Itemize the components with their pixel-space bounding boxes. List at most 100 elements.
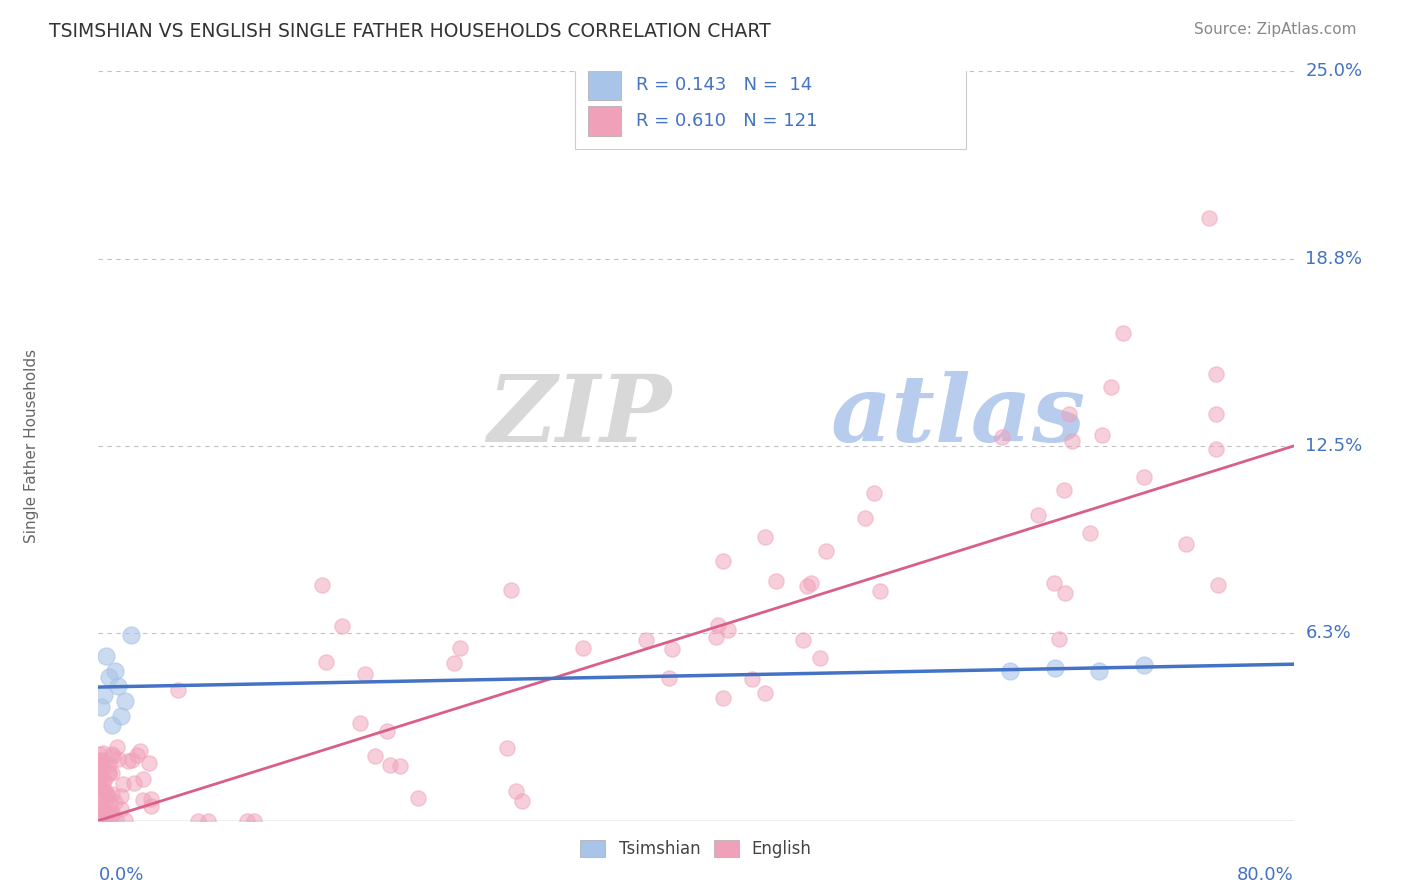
Point bbox=[124, 775, 146, 789]
Point bbox=[93, 688, 115, 702]
Point bbox=[711, 554, 734, 568]
Point bbox=[443, 656, 465, 670]
Point bbox=[139, 798, 162, 813]
Point bbox=[93, 774, 115, 789]
FancyBboxPatch shape bbox=[589, 70, 621, 100]
Point bbox=[754, 686, 776, 700]
Point bbox=[90, 759, 112, 773]
Point bbox=[114, 814, 136, 828]
Point bbox=[166, 683, 188, 698]
Point bbox=[120, 628, 142, 642]
Point bbox=[236, 814, 259, 828]
Point bbox=[101, 747, 124, 761]
Point bbox=[375, 723, 398, 738]
Point bbox=[315, 655, 337, 669]
Point bbox=[496, 741, 519, 756]
Point bbox=[187, 814, 209, 828]
Point bbox=[89, 747, 111, 761]
Point bbox=[499, 583, 522, 598]
Point bbox=[1054, 586, 1077, 600]
Point bbox=[658, 671, 681, 685]
Text: 80.0%: 80.0% bbox=[1237, 865, 1294, 884]
Point bbox=[311, 577, 333, 591]
Point bbox=[96, 787, 118, 801]
Point bbox=[93, 756, 115, 770]
Point bbox=[91, 753, 114, 767]
Point bbox=[117, 754, 139, 768]
Point bbox=[998, 664, 1021, 678]
Point bbox=[1078, 526, 1101, 541]
Point bbox=[96, 790, 118, 805]
Point bbox=[1205, 367, 1227, 381]
Point bbox=[389, 759, 412, 773]
Point bbox=[711, 691, 734, 706]
Text: 6.3%: 6.3% bbox=[1306, 624, 1351, 642]
Point bbox=[89, 790, 111, 805]
Point bbox=[704, 630, 727, 644]
Point bbox=[242, 814, 264, 828]
Point bbox=[93, 773, 115, 788]
Point bbox=[107, 679, 129, 693]
Point bbox=[104, 812, 127, 826]
Point bbox=[101, 717, 124, 731]
Point bbox=[1026, 508, 1049, 523]
Point bbox=[93, 805, 115, 819]
Point bbox=[132, 772, 155, 786]
Point bbox=[94, 784, 117, 798]
Point bbox=[104, 795, 127, 809]
Point bbox=[862, 485, 884, 500]
Point bbox=[869, 584, 891, 599]
Point bbox=[112, 777, 135, 791]
Point bbox=[1132, 469, 1154, 483]
Point bbox=[808, 651, 831, 665]
Point bbox=[107, 751, 129, 765]
Point bbox=[98, 797, 121, 811]
Point bbox=[1175, 537, 1198, 551]
Point bbox=[380, 757, 402, 772]
Point bbox=[1205, 407, 1227, 421]
Point bbox=[90, 760, 112, 774]
Point bbox=[510, 794, 533, 808]
Point bbox=[505, 784, 527, 798]
Point bbox=[132, 793, 155, 807]
Point bbox=[94, 648, 117, 663]
Point bbox=[101, 787, 124, 801]
Point bbox=[1198, 211, 1220, 226]
Point bbox=[90, 767, 112, 781]
Point bbox=[364, 748, 387, 763]
Point bbox=[855, 510, 877, 524]
FancyBboxPatch shape bbox=[575, 60, 966, 149]
Point bbox=[1053, 483, 1076, 497]
Point bbox=[93, 783, 115, 797]
Point bbox=[1112, 326, 1135, 340]
Point bbox=[717, 623, 740, 637]
Point bbox=[90, 772, 112, 787]
Point bbox=[97, 766, 120, 780]
Point bbox=[98, 757, 121, 772]
Text: 25.0%: 25.0% bbox=[1306, 62, 1362, 80]
Point bbox=[1206, 577, 1229, 591]
Point bbox=[114, 694, 136, 708]
Point bbox=[90, 808, 112, 822]
Point bbox=[792, 633, 814, 648]
Point bbox=[139, 792, 162, 806]
Text: 0.0%: 0.0% bbox=[98, 865, 143, 884]
Text: R = 0.610   N = 121: R = 0.610 N = 121 bbox=[637, 112, 818, 130]
Point bbox=[661, 642, 683, 657]
Point bbox=[1091, 427, 1114, 442]
Point bbox=[101, 748, 124, 763]
Point bbox=[89, 803, 111, 817]
Point bbox=[121, 753, 143, 767]
Point bbox=[1062, 434, 1084, 449]
Point bbox=[90, 761, 112, 775]
Point bbox=[98, 808, 121, 822]
Point bbox=[89, 753, 111, 767]
Point bbox=[90, 699, 112, 714]
Point bbox=[90, 792, 112, 806]
Point bbox=[634, 632, 657, 647]
Point bbox=[572, 641, 595, 656]
Point bbox=[197, 814, 219, 828]
Point bbox=[91, 746, 114, 760]
Point bbox=[101, 805, 124, 819]
Point bbox=[1043, 661, 1066, 675]
